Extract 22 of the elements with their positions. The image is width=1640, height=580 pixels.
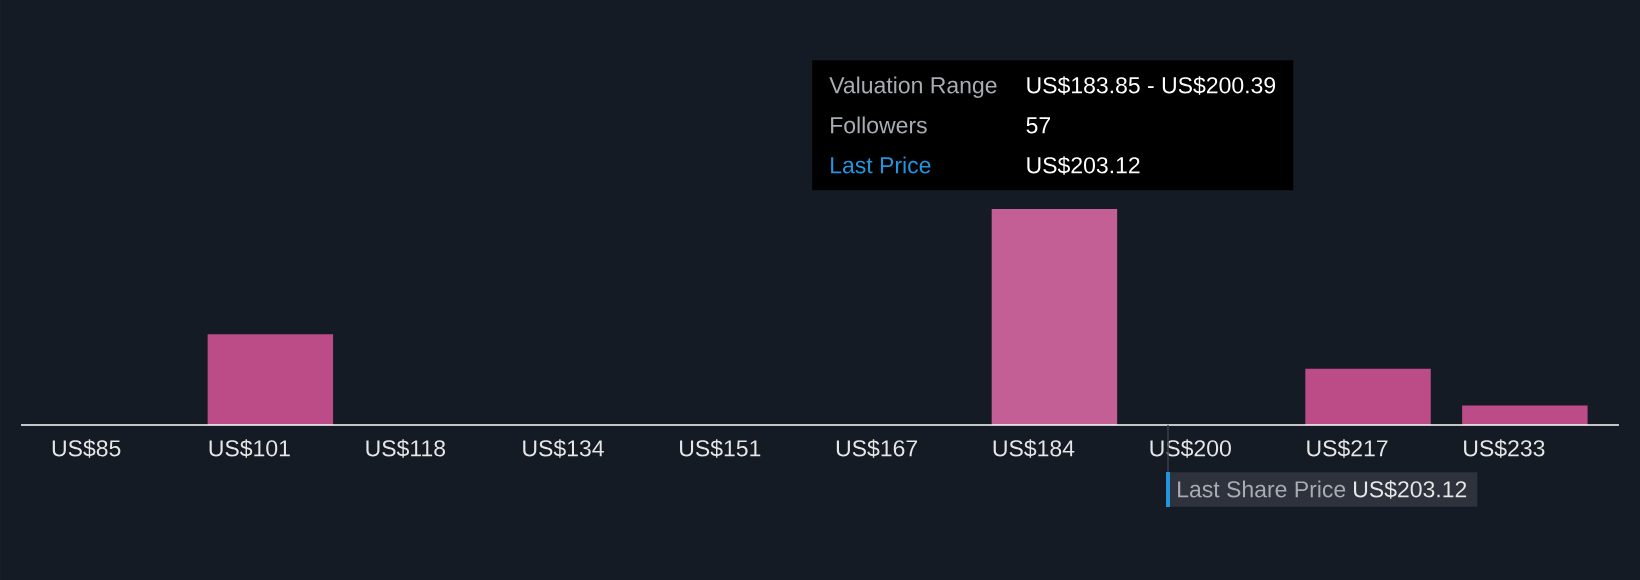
text: US$183.85 - US$200.39 — [1027, 76, 1276, 95]
bar — [1305, 368, 1431, 425]
text: 57 — [1026, 117, 1050, 134]
text: Last Share Price — [1178, 480, 1346, 498]
bar — [1462, 405, 1588, 425]
bar — [207, 334, 334, 425]
x-tick-label: US$167 — [836, 439, 918, 458]
bar — [991, 208, 1118, 425]
text: Followers — [831, 116, 927, 134]
x-tick-label: US$101 — [209, 439, 290, 458]
text: Valuation Range — [829, 76, 997, 98]
text: US$203.12 — [1354, 480, 1467, 499]
text: Last Price — [831, 156, 931, 174]
x-tick-label: US$151 — [680, 439, 761, 458]
x-tick-label: US$85 — [52, 439, 121, 458]
text: US$203.12 — [1027, 156, 1140, 175]
x-tick-label: US$118 — [366, 439, 446, 458]
x-tick-label: US$217 — [1307, 439, 1388, 458]
x-tick-label: US$134 — [523, 439, 604, 458]
x-tick-label: US$233 — [1464, 439, 1545, 458]
x-tick-label: US$184 — [993, 439, 1075, 458]
x-tick-label: US$200 — [1150, 439, 1231, 458]
